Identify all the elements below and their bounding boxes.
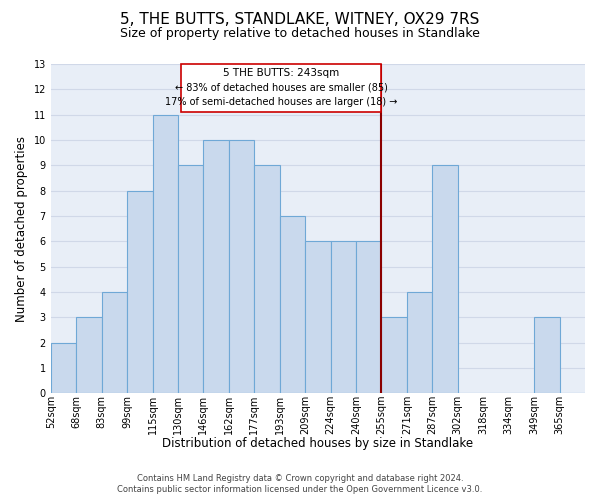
Text: 5, THE BUTTS, STANDLAKE, WITNEY, OX29 7RS: 5, THE BUTTS, STANDLAKE, WITNEY, OX29 7R… (121, 12, 479, 28)
Bar (76, 318, 101, 394)
Bar (178, 166, 203, 394)
Bar (534, 318, 560, 394)
Text: Size of property relative to detached houses in Standlake: Size of property relative to detached ho… (120, 28, 480, 40)
X-axis label: Distribution of detached houses by size in Standlake: Distribution of detached houses by size … (163, 437, 473, 450)
Bar (229, 140, 254, 394)
FancyBboxPatch shape (181, 64, 382, 112)
Bar (433, 166, 458, 394)
Bar (280, 216, 305, 394)
Bar (254, 166, 280, 394)
Bar (356, 242, 382, 394)
Bar (305, 242, 331, 394)
Bar (331, 242, 356, 394)
Bar (152, 114, 178, 394)
Bar (127, 190, 152, 394)
Bar (101, 292, 127, 394)
Text: 5 THE BUTTS: 243sqm: 5 THE BUTTS: 243sqm (223, 68, 339, 78)
Bar (203, 140, 229, 394)
Bar (382, 318, 407, 394)
Y-axis label: Number of detached properties: Number of detached properties (15, 136, 28, 322)
Text: Contains HM Land Registry data © Crown copyright and database right 2024.
Contai: Contains HM Land Registry data © Crown c… (118, 474, 482, 494)
Bar (51, 342, 76, 394)
Text: ← 83% of detached houses are smaller (85): ← 83% of detached houses are smaller (85… (175, 82, 388, 92)
Text: 17% of semi-detached houses are larger (18) →: 17% of semi-detached houses are larger (… (165, 98, 397, 108)
Bar (407, 292, 433, 394)
